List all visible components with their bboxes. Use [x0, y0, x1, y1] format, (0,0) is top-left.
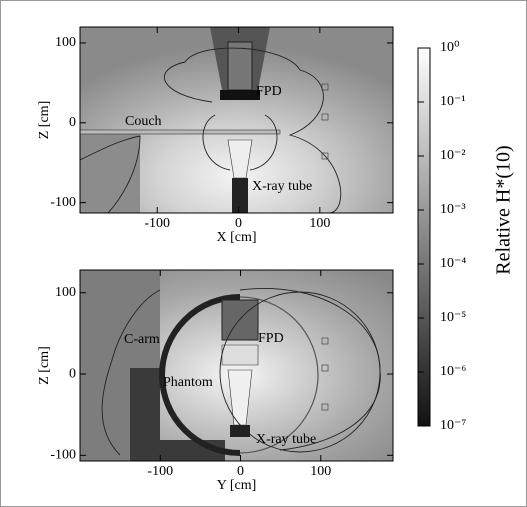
colorbar-tick-label: 10⁻⁵: [440, 310, 466, 325]
annotation: Couch: [125, 114, 162, 129]
colorbar-label: Relative H*(10): [493, 145, 515, 274]
x-tick-label: -100: [144, 216, 170, 231]
heatmap-2: [80, 270, 393, 461]
x-tick-label: 0: [237, 464, 244, 479]
x-tick-label: 100: [310, 464, 331, 479]
y-axis-label: Z [cm]: [37, 346, 52, 384]
colorbar-tick-label: 10⁻³: [440, 202, 466, 217]
colorbar-tick-label: 10⁻⁶: [440, 364, 466, 379]
y-axis-label: Z [cm]: [37, 101, 52, 139]
plot-frame: [79, 269, 394, 462]
colorbar-tick-label: 10⁻²: [440, 148, 466, 163]
x-tick-label: -100: [147, 464, 173, 479]
x-axis-label: Y [cm]: [217, 478, 257, 493]
colorbar-tick-label: 10⁰: [440, 40, 460, 55]
y-tick-label: 100: [55, 35, 76, 50]
annotation: FPD: [258, 331, 284, 346]
annotation: Phantom: [163, 375, 213, 390]
annotation: X-ray tube: [256, 432, 316, 447]
x-axis-label: X [cm]: [216, 230, 256, 245]
y-tick-label: -100: [50, 448, 76, 463]
colorbar-tick-label: 10⁻¹: [440, 94, 466, 109]
x-tick-label: 0: [235, 216, 242, 231]
annotation: FPD: [256, 84, 282, 99]
colorbar-tick-label: 10⁻⁷: [440, 418, 466, 433]
x-tick-label: 100: [309, 216, 330, 231]
y-tick-label: 0: [69, 115, 76, 130]
y-tick-label: 100: [55, 285, 76, 300]
annotation: C-arm: [124, 332, 160, 347]
colorbar: [417, 47, 431, 427]
y-tick-label: 0: [69, 366, 76, 381]
y-tick-label: -100: [50, 195, 76, 210]
colorbar-tick-label: 10⁻⁴: [440, 256, 466, 271]
plot-frame: [79, 26, 394, 214]
heatmap-1: [79, 27, 393, 214]
annotation: X-ray tube: [252, 179, 312, 194]
